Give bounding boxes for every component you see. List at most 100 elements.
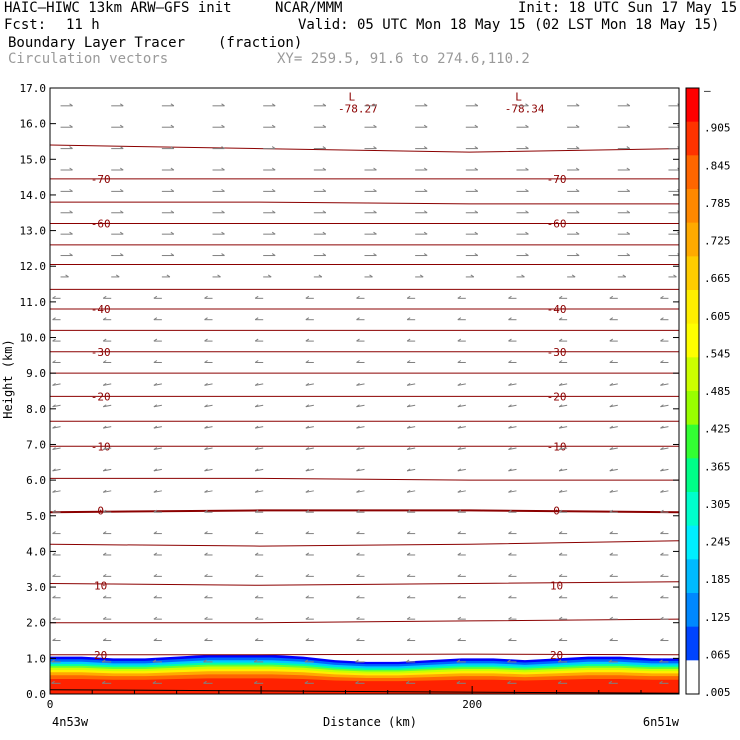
vector-arrowhead	[575, 231, 580, 235]
vector-arrowhead	[457, 447, 462, 450]
vector-arrowhead	[356, 595, 360, 599]
vector-arrowhead	[508, 489, 512, 493]
circulation-vector	[356, 468, 365, 472]
vector-arrowhead	[558, 404, 563, 408]
vector-arrowhead	[322, 146, 327, 150]
vector-arrowhead	[575, 146, 580, 150]
vector-arrowhead	[355, 659, 359, 663]
vector-arrowhead	[170, 210, 175, 214]
temperature-contour	[50, 540, 679, 547]
circulation-vector	[255, 447, 264, 451]
vector-arrowhead	[305, 531, 310, 535]
contour-label: 10	[550, 579, 563, 592]
temperature-contour-layer: 20 20 10 10 0 0 -10 -10 -20 -20 -30 -30 -40 -40 -60 -60…	[50, 90, 679, 662]
vector-arrowhead	[170, 253, 175, 256]
temperature-contour	[50, 144, 679, 153]
vector-arrowhead	[221, 167, 225, 171]
vector-arrowhead	[558, 468, 563, 472]
vector-arrowhead	[102, 425, 107, 429]
vector-arrowhead	[69, 253, 73, 256]
circulation-vector	[52, 447, 61, 451]
circulation-vector	[609, 426, 618, 429]
circulation-vector	[204, 490, 213, 493]
circulation-vector	[356, 404, 365, 408]
vector-arrowhead	[609, 509, 614, 513]
vector-arrowhead	[152, 680, 157, 684]
vector-arrowhead	[456, 680, 461, 684]
vector-arrowhead	[423, 210, 428, 214]
valid-time: Valid: 05 UTC Mon 18 May 15 (02 LST Mon …	[298, 17, 720, 33]
vector-arrowhead	[305, 616, 310, 620]
vector-arrowhead	[221, 210, 225, 214]
circulation-vector	[508, 490, 517, 493]
contour-label: 20	[550, 649, 563, 662]
circulation-vector	[305, 447, 314, 451]
vector-arrowhead	[508, 404, 512, 408]
y-tick-label: 3.0	[26, 581, 46, 594]
vector-arrowhead	[508, 317, 512, 321]
vector-arrowhead	[152, 659, 157, 663]
vector-arrowhead	[69, 124, 73, 128]
circulation-vector	[609, 404, 618, 408]
contour-label: -20	[547, 390, 567, 403]
vector-arrowhead	[474, 253, 479, 256]
vector-arrowhead	[102, 552, 107, 556]
vector-arrowhead	[660, 295, 664, 299]
y-tick-label: 7.0	[26, 438, 46, 451]
vector-arrowhead	[52, 338, 56, 342]
y-tick-label: 5.0	[26, 510, 46, 523]
contour-label: -10	[91, 440, 111, 453]
vector-arrowhead	[356, 360, 360, 363]
vector-arrowhead	[254, 509, 259, 513]
vector-arrowhead	[102, 638, 107, 641]
vector-arrowhead	[52, 317, 56, 321]
vector-arrowhead	[609, 404, 614, 408]
colorbar-label: .485	[704, 385, 731, 398]
vector-arrowhead	[373, 124, 377, 128]
vector-arrowhead	[356, 509, 360, 513]
vector-arrowhead	[457, 360, 462, 363]
circulation-vector	[559, 404, 568, 408]
left-endpoint-label: 4n53w	[52, 715, 89, 729]
vector-arrowhead	[253, 659, 258, 663]
vector-arrowhead	[558, 489, 563, 493]
minimum-value: -78.27	[338, 102, 378, 115]
vector-arrowhead	[508, 382, 512, 386]
colorbar-swatch	[686, 256, 699, 291]
vector-arrowhead	[609, 425, 614, 429]
y-tick-label: 2.0	[26, 617, 46, 630]
vector-arrowhead	[406, 382, 411, 386]
vector-arrowhead	[204, 595, 208, 599]
vector-arrowhead	[508, 638, 512, 641]
vector-arrowhead	[419, 274, 424, 278]
contour-label: -70	[91, 173, 111, 186]
circulation-vector	[559, 468, 568, 472]
vector-arrowhead	[508, 552, 512, 556]
vector-arrowhead	[373, 253, 377, 256]
vector-arrowhead	[521, 274, 525, 278]
vector-arrowhead	[102, 360, 107, 363]
vector-arrowhead	[170, 167, 175, 171]
colorbar-swatch	[686, 290, 699, 325]
vector-arrowhead	[221, 253, 225, 256]
colorbar-label: .305	[704, 498, 731, 511]
vector-arrowhead	[406, 552, 411, 556]
vector-arrowhead	[457, 425, 462, 429]
circulation-vector	[204, 447, 213, 451]
circulation-vector	[103, 468, 112, 472]
vector-arrowhead	[52, 638, 56, 641]
vector-arrowhead	[204, 509, 208, 513]
vector-arrowhead	[457, 489, 462, 493]
circulation-vector	[204, 383, 213, 386]
colorbar-swatch	[686, 189, 699, 224]
vector-arrowhead	[457, 638, 462, 641]
vector-arrowhead	[271, 188, 276, 192]
init-time: Init: 18 UTC Sun 17 May 15	[518, 0, 738, 16]
vector-arrowhead	[254, 317, 259, 321]
circulation-vector	[305, 490, 314, 493]
vector-arrowhead	[356, 295, 360, 299]
vector-arrowhead	[457, 317, 462, 321]
vector-arrowhead	[558, 317, 563, 321]
colorbar-swatch	[686, 88, 699, 123]
circulation-vector	[609, 490, 618, 493]
